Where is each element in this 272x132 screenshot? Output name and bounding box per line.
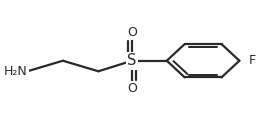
Text: S: S	[127, 53, 137, 68]
Text: H₂N: H₂N	[4, 65, 27, 78]
Text: O: O	[127, 26, 137, 39]
Text: F: F	[248, 54, 255, 67]
Text: O: O	[127, 82, 137, 95]
